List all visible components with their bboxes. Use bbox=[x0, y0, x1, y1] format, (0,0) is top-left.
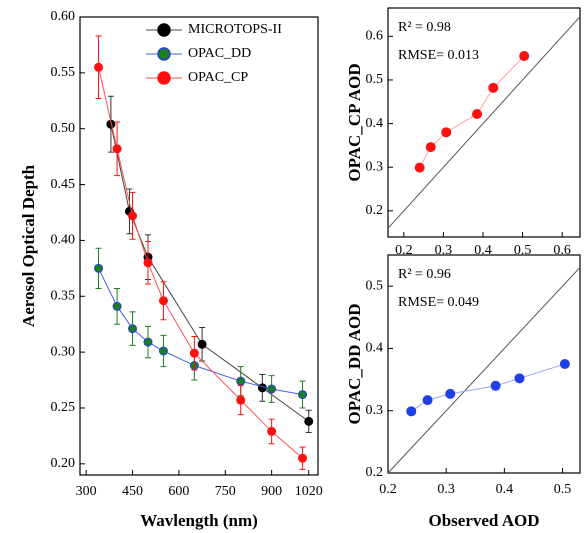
plot-frame bbox=[387, 7, 581, 238]
y-axis-title: OPAC_DD AOD bbox=[345, 303, 364, 424]
x-tick-label: 450 bbox=[122, 484, 143, 499]
data-point bbox=[189, 348, 199, 358]
y-axis-title: Aerosol Optical Depth bbox=[19, 164, 38, 327]
legend-marker bbox=[157, 23, 171, 37]
y-tick-label: 0.5 bbox=[366, 72, 384, 87]
y-tick-label: 0.40 bbox=[51, 233, 76, 248]
legend-marker bbox=[157, 47, 171, 61]
x-tick-label: 0.2 bbox=[379, 482, 397, 497]
identity-line bbox=[387, 267, 581, 474]
y-tick-label: 0.6 bbox=[366, 29, 384, 44]
x-tick-label: 900 bbox=[261, 484, 282, 499]
y-axis-title: OPAC_CP AOD bbox=[345, 63, 364, 181]
y-tick-label: 0.4 bbox=[366, 116, 384, 131]
data-point bbox=[94, 263, 104, 273]
y-tick-label: 0.20 bbox=[51, 456, 76, 471]
legend-label: OPAC_CP bbox=[188, 70, 248, 85]
data-point bbox=[425, 142, 436, 153]
data-point bbox=[128, 324, 138, 334]
annotation: R² = 0.96 bbox=[398, 267, 451, 282]
data-point bbox=[298, 453, 308, 463]
data-point bbox=[112, 301, 122, 311]
data-point bbox=[490, 380, 501, 391]
y-tick-label: 0.25 bbox=[51, 400, 76, 415]
data-point bbox=[514, 373, 525, 384]
x-tick-label: 300 bbox=[76, 484, 97, 499]
y-tick-label: 0.4 bbox=[366, 341, 384, 356]
data-point bbox=[414, 162, 425, 173]
y-tick-label: 0.30 bbox=[51, 344, 76, 359]
data-point bbox=[298, 390, 308, 400]
data-point bbox=[267, 384, 277, 394]
data-point bbox=[197, 339, 207, 349]
data-point bbox=[441, 127, 452, 138]
data-point bbox=[158, 296, 168, 306]
data-point bbox=[112, 144, 122, 154]
y-tick-label: 0.5 bbox=[366, 278, 384, 293]
legend-label: MICROTOPS-II bbox=[188, 22, 282, 37]
data-point bbox=[519, 50, 530, 61]
series-line bbox=[410, 363, 566, 412]
y-tick-label: 0.55 bbox=[51, 65, 76, 80]
y-tick-label: 0.3 bbox=[366, 403, 384, 418]
data-point bbox=[445, 388, 456, 399]
data-point bbox=[472, 108, 483, 119]
y-tick-label: 0.2 bbox=[366, 465, 384, 480]
y-tick-label: 0.45 bbox=[51, 177, 76, 192]
x-tick-label: 0.6 bbox=[553, 243, 571, 258]
legend-label: OPAC_DD bbox=[188, 46, 251, 61]
data-point bbox=[236, 395, 246, 405]
x-tick-label: 0.4 bbox=[496, 482, 514, 497]
data-point bbox=[158, 346, 168, 356]
x-tick-label: 0.5 bbox=[514, 243, 532, 258]
legend-marker bbox=[157, 71, 171, 85]
y-tick-label: 0.3 bbox=[366, 159, 384, 174]
data-point bbox=[143, 258, 153, 268]
data-point bbox=[236, 376, 246, 386]
x-tick-label: 0.3 bbox=[437, 482, 455, 497]
x-tick-label: 750 bbox=[215, 484, 236, 499]
identity-line bbox=[387, 16, 581, 229]
data-point bbox=[267, 426, 277, 436]
x-tick-label: 0.2 bbox=[395, 243, 413, 258]
y-tick-label: 0.60 bbox=[51, 9, 76, 24]
x-axis-title: Wavlength (nm) bbox=[140, 511, 258, 530]
x-tick-label: 0.3 bbox=[435, 243, 453, 258]
data-point bbox=[488, 82, 499, 93]
series-line bbox=[110, 124, 310, 422]
annotation: RMSE= 0.013 bbox=[398, 48, 479, 63]
series-line bbox=[419, 55, 525, 168]
y-tick-label: 0.35 bbox=[51, 288, 76, 303]
x-axis-title: Observed AOD bbox=[429, 511, 540, 530]
data-point bbox=[257, 383, 267, 393]
data-point bbox=[143, 337, 153, 347]
plot-frame bbox=[387, 254, 581, 474]
data-point bbox=[559, 359, 570, 369]
annotation: R² = 0.98 bbox=[398, 20, 451, 35]
data-point bbox=[406, 406, 417, 417]
data-point bbox=[128, 211, 138, 221]
y-tick-label: 0.50 bbox=[51, 121, 76, 136]
data-point bbox=[422, 395, 433, 406]
data-point bbox=[94, 62, 104, 72]
x-tick-label: 0.4 bbox=[474, 243, 492, 258]
annotation: RMSE= 0.049 bbox=[398, 295, 479, 310]
y-tick-label: 0.2 bbox=[366, 203, 384, 218]
x-tick-label: 600 bbox=[168, 484, 189, 499]
data-point bbox=[304, 416, 314, 426]
x-tick-label: 0.5 bbox=[554, 482, 572, 497]
x-tick-label: 1020 bbox=[295, 484, 323, 499]
plot-frame bbox=[79, 16, 319, 476]
